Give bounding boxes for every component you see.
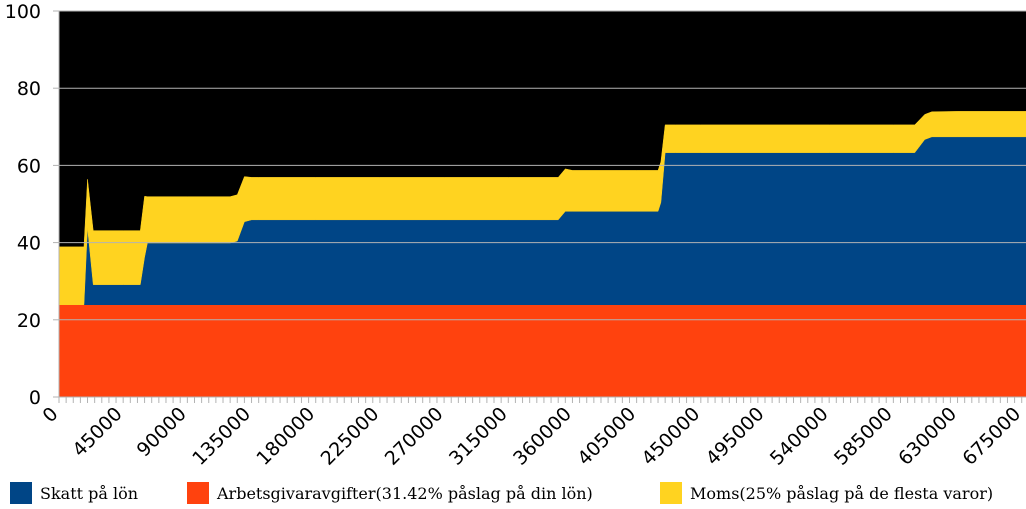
legend-swatch-skatt bbox=[10, 482, 32, 504]
x-tick-label: 405000 bbox=[573, 403, 640, 470]
y-tick-label: 80 bbox=[17, 78, 41, 100]
legend-label-skatt: Skatt på lön bbox=[40, 483, 139, 503]
y-tick-label: 20 bbox=[17, 310, 41, 332]
x-tick-label: 270000 bbox=[381, 403, 448, 470]
legend-item-moms: Moms(25% påslag på de flesta varor) bbox=[660, 479, 993, 507]
x-tick-label: 90000 bbox=[133, 403, 191, 461]
legend-label-moms: Moms(25% påslag på de flesta varor) bbox=[690, 483, 994, 503]
x-tick-label: 585000 bbox=[830, 403, 897, 470]
x-tick-label: 45000 bbox=[68, 403, 126, 461]
area-series-moms bbox=[58, 111, 1026, 305]
x-tick-label: 315000 bbox=[445, 403, 512, 470]
x-tick-label: 540000 bbox=[766, 403, 833, 470]
legend-item-arbetsgivaravgifter: Arbetsgivaravgifter(31.42% påslag på din… bbox=[187, 479, 593, 507]
legend-item-skatt: Skatt på lön bbox=[10, 479, 138, 507]
x-tick-label: 360000 bbox=[509, 403, 576, 470]
legend-swatch-arbetsgivaravgifter bbox=[187, 482, 209, 504]
legend-swatch-moms bbox=[660, 482, 682, 504]
x-tick-label: 0 bbox=[38, 403, 62, 427]
chart-legend: Skatt på lön Arbetsgivaravgifter(31.42% … bbox=[0, 479, 1026, 507]
x-tick-label: 630000 bbox=[894, 403, 961, 470]
x-tick-label: 450000 bbox=[638, 403, 705, 470]
y-tick-label: 40 bbox=[17, 233, 41, 255]
x-tick-label: 225000 bbox=[317, 403, 384, 470]
area-series-arbetsgivaravgifter bbox=[58, 304, 1026, 398]
x-tick-label: 180000 bbox=[252, 403, 319, 470]
x-tick-label: 675000 bbox=[958, 403, 1025, 470]
y-tick-label: 0 bbox=[29, 387, 41, 409]
y-tick-label: 60 bbox=[17, 155, 41, 177]
x-tick-label: 135000 bbox=[188, 403, 255, 470]
y-tick-label: 100 bbox=[5, 1, 41, 23]
legend-label-arbetsgivaravgifter: Arbetsgivaravgifter(31.42% påslag på din… bbox=[217, 483, 593, 503]
x-tick-label: 495000 bbox=[702, 403, 769, 470]
